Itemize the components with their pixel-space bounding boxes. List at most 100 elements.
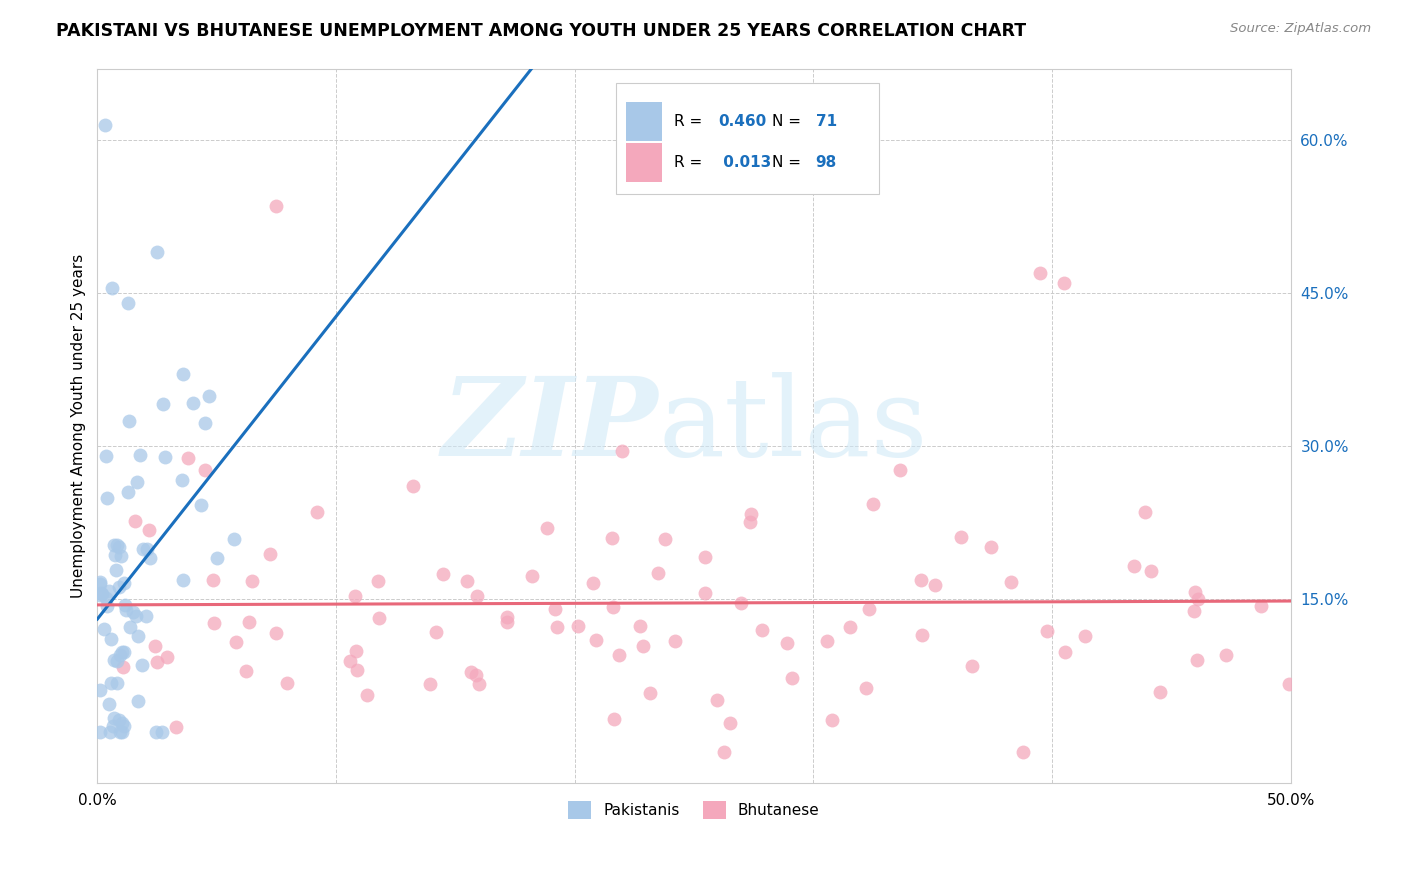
Point: [432, 567, 454, 582]
Point: [1073, 629, 1095, 643]
Point: [1029, 266, 1052, 280]
Point: [135, 609, 157, 624]
Point: [654, 533, 676, 547]
Point: [108, 580, 131, 594]
Point: [100, 676, 122, 690]
Point: [89, 725, 111, 739]
Y-axis label: Unemployment Among Youth under 25 years: Unemployment Among Youth under 25 years: [72, 253, 86, 598]
Point: [368, 611, 391, 625]
Point: [468, 676, 491, 690]
Point: [117, 485, 139, 500]
Point: [718, 715, 741, 730]
Point: [924, 578, 946, 592]
Point: [197, 389, 219, 403]
Point: [607, 648, 630, 663]
Point: [90, 586, 112, 600]
Point: [339, 654, 361, 668]
Point: [127, 629, 149, 643]
Point: [129, 448, 152, 462]
Point: [582, 575, 605, 590]
Point: [266, 199, 288, 213]
Point: [124, 514, 146, 528]
Point: [1182, 604, 1205, 618]
Point: [495, 615, 517, 629]
Point: [344, 644, 367, 658]
Point: [738, 515, 761, 529]
FancyBboxPatch shape: [626, 102, 662, 141]
Point: [122, 605, 145, 619]
Point: [136, 542, 159, 557]
Point: [631, 639, 654, 653]
Text: 0.460: 0.460: [718, 114, 766, 129]
Text: N =: N =: [772, 155, 806, 170]
Point: [131, 657, 153, 672]
Point: [98, 725, 121, 739]
Point: [120, 620, 142, 634]
Point: [110, 549, 132, 564]
Point: [911, 628, 934, 642]
Point: [356, 688, 378, 702]
Point: [1215, 648, 1237, 663]
Point: [520, 569, 543, 583]
Point: [1278, 677, 1301, 691]
Point: [706, 693, 728, 707]
Point: [172, 473, 194, 487]
Point: [110, 725, 132, 739]
Point: [1135, 505, 1157, 519]
Point: [89, 577, 111, 591]
Point: [103, 711, 125, 725]
Point: [108, 648, 131, 662]
Point: [125, 609, 148, 624]
Point: [638, 686, 661, 700]
Point: [460, 665, 482, 680]
Point: [100, 281, 122, 295]
Point: [1053, 276, 1076, 290]
Point: [695, 586, 717, 600]
Point: [201, 574, 224, 588]
Point: [496, 609, 519, 624]
Point: [740, 508, 762, 522]
Point: [585, 633, 607, 648]
Point: [91, 587, 114, 601]
Point: [108, 713, 131, 727]
Point: [222, 532, 245, 546]
Point: [1000, 574, 1022, 589]
Point: [112, 660, 135, 674]
Point: [94, 450, 117, 464]
Text: 98: 98: [815, 155, 837, 170]
Point: [910, 574, 932, 588]
Text: R =: R =: [673, 114, 707, 129]
Point: [202, 616, 225, 631]
Point: [111, 715, 134, 730]
Point: [103, 549, 125, 563]
Point: [602, 599, 624, 614]
Point: [103, 538, 125, 552]
Text: Source: ZipAtlas.com: Source: ZipAtlas.com: [1230, 22, 1371, 36]
Point: [152, 725, 174, 739]
Point: [713, 746, 735, 760]
Point: [1036, 624, 1059, 639]
Text: N =: N =: [772, 114, 806, 129]
Point: [603, 712, 626, 726]
Text: ZIP: ZIP: [441, 372, 658, 480]
Point: [111, 644, 134, 658]
Point: [858, 601, 880, 615]
Point: [276, 676, 298, 690]
Point: [1139, 564, 1161, 578]
Point: [862, 497, 884, 511]
Point: [1053, 645, 1076, 659]
Legend: Pakistanis, Bhutanese: Pakistanis, Bhutanese: [562, 795, 825, 825]
Point: [402, 479, 425, 493]
Point: [1149, 685, 1171, 699]
Point: [93, 118, 115, 132]
Point: [89, 575, 111, 590]
Point: [114, 598, 136, 612]
Point: [235, 664, 257, 678]
Point: [146, 656, 169, 670]
Point: [949, 530, 972, 544]
Point: [776, 636, 799, 650]
Point: [855, 681, 877, 696]
Point: [165, 720, 187, 734]
Point: [103, 653, 125, 667]
Point: [105, 563, 128, 577]
